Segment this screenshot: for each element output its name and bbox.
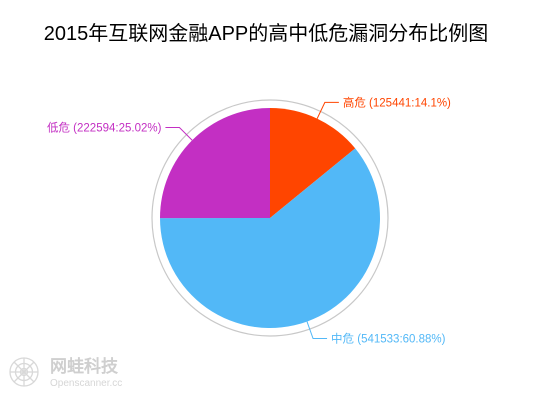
pie-leader-line-1 (316, 101, 339, 119)
pie-leader-line-3 (165, 127, 193, 141)
watermark: 网蛙科技 Openscanner.cc (9, 356, 122, 389)
pie-labels: 高危 (125441:14.1%) 中危 (541533:60.88%) 低危 (2… (47, 95, 451, 345)
pie-slice-2 (160, 148, 381, 328)
pie-label-2: 中危 (541533:60.88%) (331, 333, 446, 346)
pie-label-1: 高危 (125441:14.1%) (343, 95, 451, 109)
pie-leader-line-2 (306, 321, 328, 340)
chart-title: 2015年互联网金融APP的高中低危漏洞分布比例图 (44, 22, 489, 45)
watermark-name: 网蛙科技 (50, 356, 119, 376)
pie-label-3: 低危 (222594:25.02%) (47, 122, 162, 135)
watermark-site: Openscanner.cc (50, 378, 122, 389)
pie-slice-3 (159, 108, 270, 219)
pie-slice-1 (270, 108, 356, 218)
pie-outer-ring (151, 99, 389, 337)
spider-web-icon (9, 357, 39, 387)
pie-slices (159, 108, 381, 328)
